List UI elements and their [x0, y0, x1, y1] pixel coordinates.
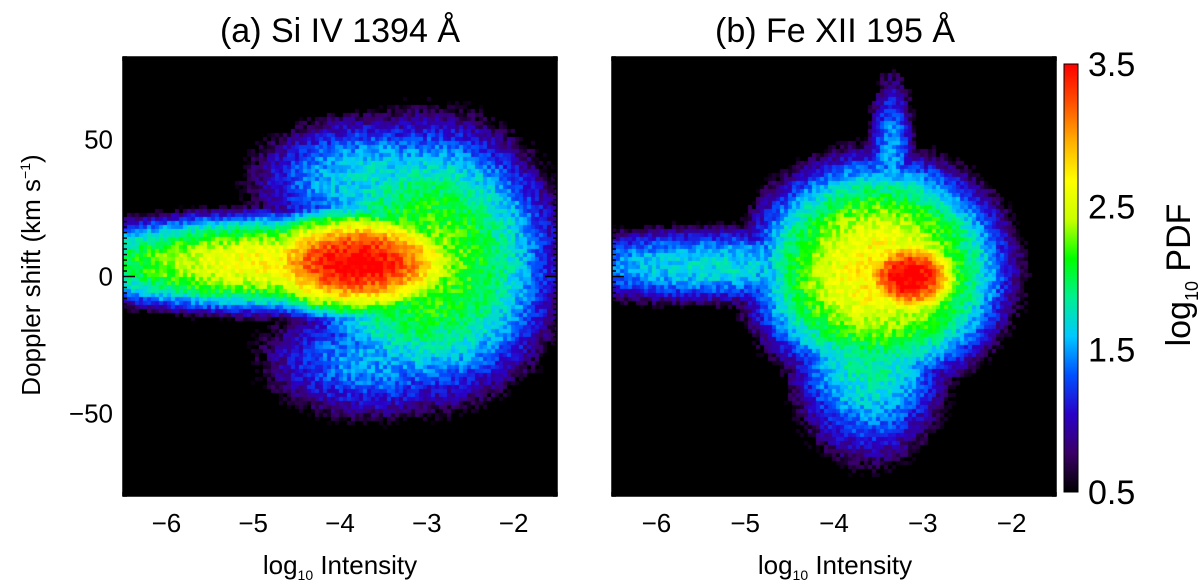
panel-a: −6 −5 −4 −3 −2 50 0 −50 — [69, 56, 558, 538]
x-tick-label: −5 — [730, 508, 760, 538]
y-tick-label: 50 — [84, 124, 113, 154]
panel-a-title: (a) Si IV 1394 Å — [220, 12, 460, 50]
panel-b-ticks: −6 −5 −4 −3 −2 — [611, 56, 1057, 538]
colorbar-tick-label: 0.5 — [1088, 474, 1135, 512]
x-tick-label: −4 — [819, 508, 849, 538]
x-tick-label: −4 — [325, 508, 355, 538]
x-tick-label: −3 — [908, 508, 938, 538]
x-tick-label: −2 — [499, 508, 529, 538]
panel-b-x-axis-label: log10 Intensity — [758, 550, 912, 583]
colorbar-tick-label: 1.5 — [1088, 331, 1135, 369]
panel-b: −6 −5 −4 −3 −2 — [611, 56, 1057, 538]
panel-b-heatmap — [612, 57, 1056, 496]
x-tick-label: −2 — [997, 508, 1027, 538]
colorbar-label: log10 PDF — [1160, 204, 1200, 347]
y-tick-label: −50 — [69, 399, 113, 429]
y-tick-label: 0 — [99, 262, 113, 292]
panel-a-ticks: −6 −5 −4 −3 −2 50 0 −50 — [69, 56, 558, 538]
colorbar-tick-label: 3.5 — [1088, 46, 1135, 84]
y-axis-label: Doppler shift (km s−1) — [16, 154, 46, 395]
colorbar — [1063, 63, 1079, 493]
x-tick-label: −6 — [642, 508, 672, 538]
x-tick-label: −5 — [238, 508, 268, 538]
panel-a-x-axis-label: log10 Intensity — [263, 550, 417, 583]
colorbar-ticks: 3.5 2.5 1.5 0.5 — [1088, 46, 1135, 512]
x-tick-label: −6 — [152, 508, 182, 538]
panel-a-heatmap — [123, 57, 557, 496]
panel-b-title: (b) Fe XII 195 Å — [715, 12, 955, 50]
colorbar-tick-label: 2.5 — [1088, 189, 1135, 227]
x-tick-label: −3 — [412, 508, 442, 538]
